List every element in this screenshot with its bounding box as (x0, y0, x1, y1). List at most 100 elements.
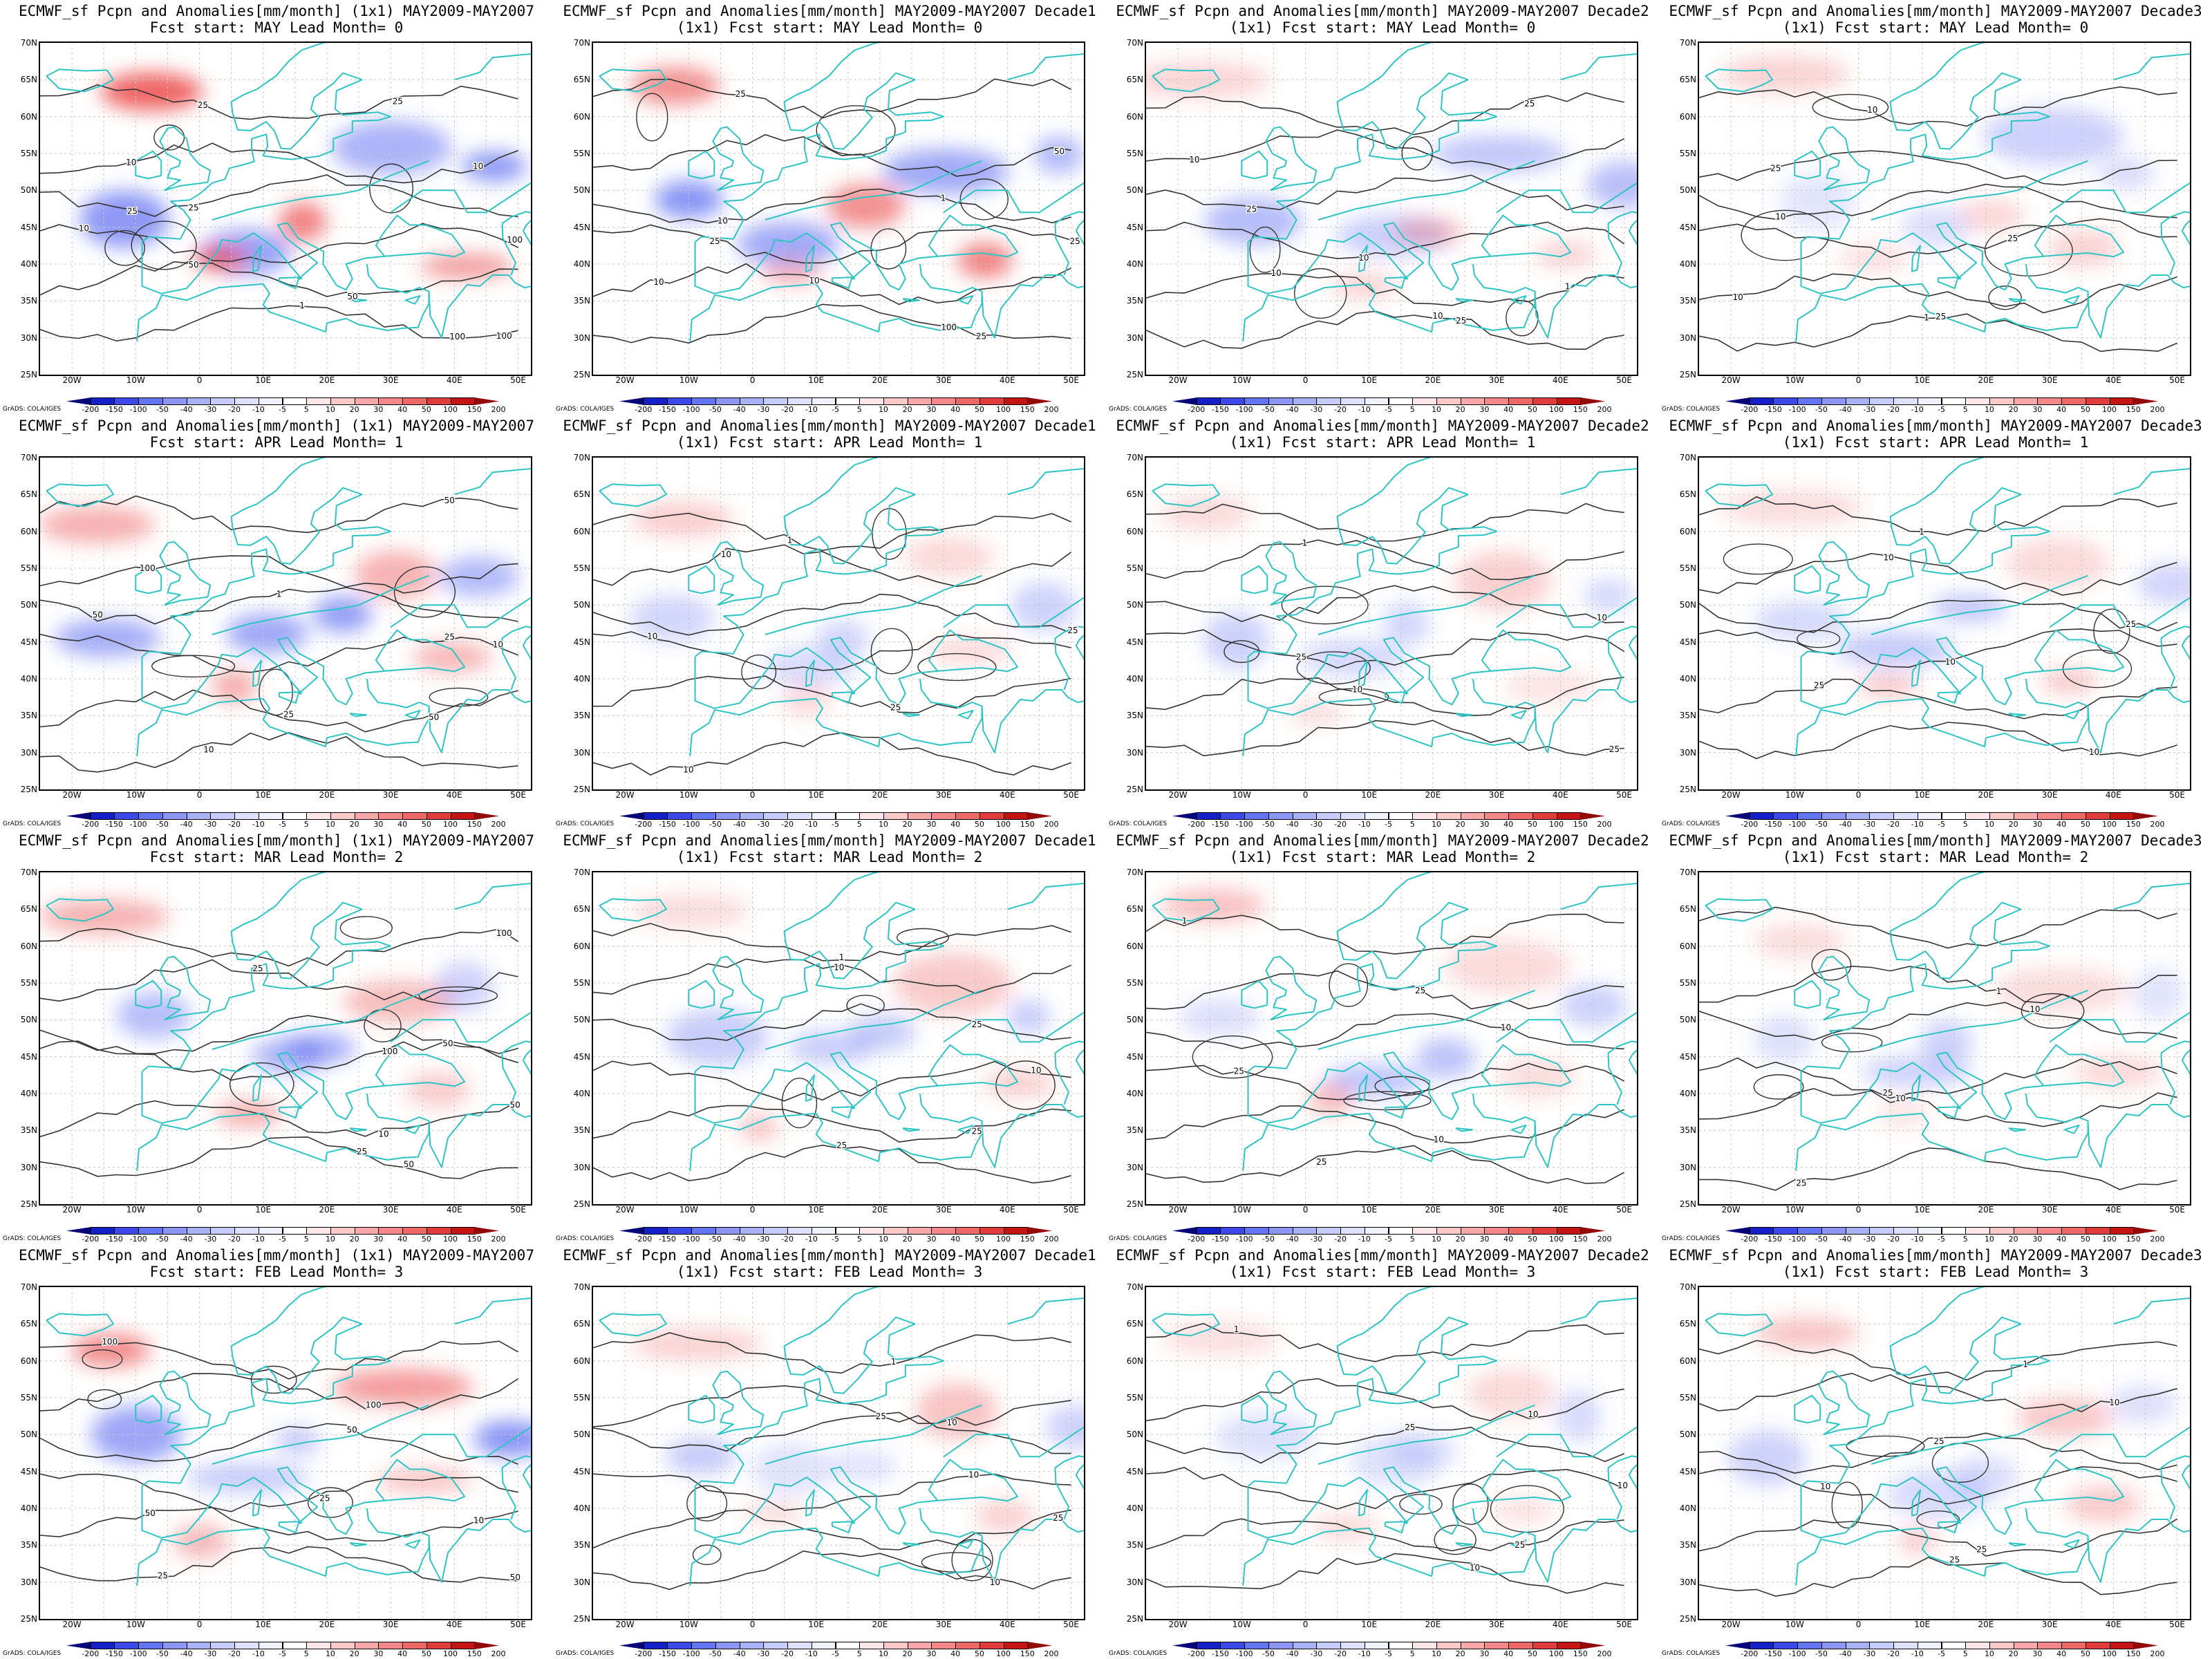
contour-value-label: 10 (126, 158, 136, 167)
longitude-label: 20E (319, 790, 335, 800)
longitude-label: 10W (126, 375, 145, 385)
map-frame: 25 50 100 50 25 100 50 10 (39, 871, 532, 1206)
colorbar-cell (282, 812, 308, 820)
coastline (1241, 565, 1268, 594)
coastline (694, 629, 1019, 709)
wet-anomaly-area (1753, 601, 1848, 639)
colorbar-cell (811, 397, 836, 405)
colorbar-label: -100 (682, 1235, 700, 1244)
longitude-label: 20W (1721, 375, 1741, 385)
colorbar-label: 50 (974, 1235, 984, 1244)
latitude-label: 65N (573, 489, 590, 500)
latitude-label: 60N (573, 526, 590, 536)
coastline (2049, 597, 2190, 628)
latitude-label: 60N (20, 111, 37, 122)
colorbar: -200 -150 -100 -50 -40 -30 -20 -10 -5 5 10 20 30 40 50… (1725, 397, 2165, 414)
latitude-label: 40N (1126, 1089, 1143, 1098)
colorbar-label: -100 (1235, 1649, 1253, 1658)
coastline (349, 298, 368, 303)
colorbar-label: -100 (1788, 405, 1806, 414)
colorbar-cell (1580, 1227, 1605, 1235)
latitude-label: 35N (573, 1540, 590, 1550)
forecast-panel: ECMWF_sf Pcpn and Anomalies[mm/month] (1… (0, 830, 553, 1244)
colorbar-label: -10 (252, 1235, 265, 1244)
latitude-label: 40N (20, 674, 37, 684)
coastline (1455, 1542, 1474, 1547)
colorbar-label: -20 (1887, 1235, 1900, 1244)
dry-anomaly-area (172, 1524, 230, 1559)
colorbar-cell (1460, 812, 1485, 820)
colorbar-label: -5 (279, 1235, 286, 1244)
latitude-label: 70N (1126, 453, 1143, 462)
latitude-label: 45N (1679, 1466, 1696, 1477)
colorbar-label: 30 (1479, 820, 1490, 829)
longitude-label: 0 (749, 1205, 756, 1215)
colorbar-cell (1316, 1642, 1342, 1649)
coastline (1871, 574, 2088, 635)
wet-anomaly-area (54, 619, 161, 657)
colorbar-label: 30 (926, 405, 937, 414)
colorbar-label: 20 (349, 820, 359, 829)
longitude-label: 10W (126, 790, 145, 800)
longitude-label: 10E (1914, 790, 1931, 800)
wet-anomaly-area (332, 120, 451, 175)
wet-anomaly-area (79, 190, 169, 248)
colorbar-label: 100 (2102, 820, 2117, 829)
coastline (1800, 629, 2125, 709)
coastline (278, 276, 300, 290)
contour-value-label: 1 (1996, 986, 2002, 996)
longitude-label: 40E (1552, 375, 1568, 385)
coastline (765, 989, 982, 1050)
colorbar-label: 5 (303, 820, 309, 829)
colorbar-label: -100 (129, 1235, 147, 1244)
colorbar-label: -100 (682, 1649, 700, 1658)
contour-value-label: 1 (839, 953, 845, 962)
contour-value-label: 10 (79, 224, 89, 234)
contour-value-label: 50 (444, 496, 455, 505)
wet-anomaly-area (1011, 582, 1077, 632)
colorbar-cell (1917, 397, 1942, 405)
latitude-label: 45N (20, 637, 37, 647)
contour-value-label: 10 (1189, 155, 1199, 165)
contour-value-label: 50 (510, 1573, 521, 1582)
map-frame: 10 25 10 25 10 1 (592, 1286, 1085, 1620)
precipitation-contour (40, 1423, 518, 1465)
latitude-label: 30N (573, 1577, 590, 1587)
coastline (1911, 659, 1921, 687)
map-frame: 25 10 25 10 25 1 (1145, 871, 1638, 1206)
dry-anomaly-area (40, 506, 156, 543)
colorbar-cell (931, 812, 957, 820)
latitude-label: 35N (1679, 711, 1696, 721)
colorbar-cell (1316, 397, 1342, 405)
colorbar-cell (1388, 1642, 1414, 1649)
colorbar-label: 50 (2080, 1649, 2090, 1658)
wet-anomaly-area (1203, 612, 1269, 668)
precipitation-contour (593, 1332, 1071, 1374)
precipitation-contour (1146, 92, 1624, 135)
longitude-label: 40E (446, 1205, 462, 1215)
colorbar-cell (619, 397, 644, 405)
wet-anomaly-area (1587, 161, 1637, 209)
colorbar-label: -5 (279, 820, 286, 829)
latitude-label: 45N (1126, 1466, 1143, 1477)
colorbar-label: 10 (1431, 1649, 1441, 1658)
colorbar-cell (1220, 397, 1246, 405)
colorbar-cell (1749, 812, 1774, 820)
colorbar-cell (426, 1642, 451, 1649)
colorbar-cell (1941, 1642, 1967, 1649)
colorbar-cell (907, 1227, 932, 1235)
colorbar-cell (619, 812, 644, 820)
longitude-label: 0 (1302, 1620, 1309, 1629)
map-frame: 25 10 25 10 1 (1145, 456, 1638, 791)
coastline (2064, 709, 2080, 720)
colorbar-label: 150 (1020, 1649, 1035, 1658)
colorbar-cell (787, 812, 812, 820)
latitude-label: 25N (573, 1199, 590, 1209)
coastline (1937, 1521, 1959, 1534)
panel-title: ECMWF_sf Pcpn and Anomalies[mm/month] (1… (19, 832, 534, 849)
dry-anomaly-area (738, 1113, 779, 1142)
colorbar-label: -10 (1358, 820, 1371, 829)
latitude-label: 65N (20, 904, 37, 915)
